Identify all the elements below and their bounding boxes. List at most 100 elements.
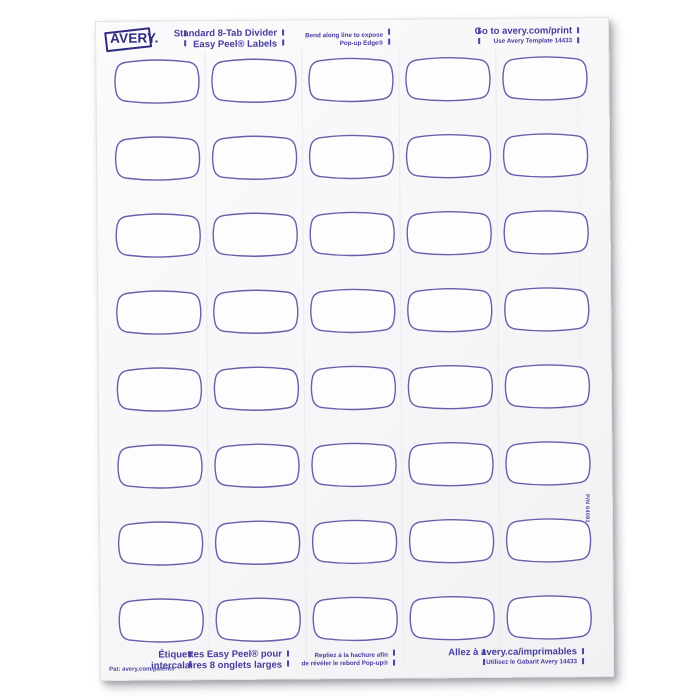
label-outline-shape [116, 290, 202, 335]
divider-label [213, 442, 300, 489]
label-outline-shape [211, 135, 298, 180]
label-outline-shape [311, 442, 397, 488]
header-bend-line1: Bend along line to expose [305, 31, 384, 40]
divider-label [310, 365, 397, 412]
footer-print-url-fr: Allez à avery.ca/imprimables Utilisez le… [448, 646, 578, 666]
label-outline-shape [213, 366, 300, 411]
divider-label [309, 211, 396, 258]
header-print-url: Go to avery.com/print Use Avery Template… [474, 25, 573, 45]
divider-label [115, 289, 202, 336]
footer-print-url-fr-line1: Allez à avery.ca/imprimables [448, 646, 578, 659]
divider-label [404, 56, 491, 103]
header-product-title-line2: Easy Peel® Labels [193, 38, 278, 50]
label-outline-shape [115, 213, 201, 258]
divider-label [116, 443, 203, 490]
avery-logo: AVERY. [104, 27, 177, 53]
divider-label [310, 442, 397, 489]
label-outline-shape [408, 442, 494, 487]
cut-mark-dash [388, 28, 391, 45]
divider-label [113, 58, 200, 105]
divider-label [406, 287, 493, 334]
label-outline-shape [405, 134, 492, 179]
label-sheet: AVERY. Standard 8-Tab Divider Easy Peel®… [95, 16, 615, 681]
label-outline-shape [211, 58, 297, 103]
cut-mark-dash [286, 650, 290, 667]
divider-label [503, 286, 590, 333]
patent-notice: Pat: avery.com/patents [109, 666, 175, 673]
divider-label [117, 520, 204, 567]
divider-label [309, 288, 396, 335]
label-outline-shape [407, 365, 494, 410]
divider-label [504, 363, 591, 410]
label-outline-shape [406, 211, 492, 256]
footer-template-number-fr: Utilisez le Gabarit Avery 14433 [486, 657, 578, 666]
divider-label [114, 135, 201, 182]
label-outline-shape [409, 596, 495, 641]
header-bend-instruction: Bend along line to expose Pop-up Edge® [305, 32, 383, 48]
divider-label [505, 517, 592, 564]
label-outline-shape [503, 210, 589, 255]
footer-bend-fr-line1: Repliez à la hachure afin [314, 651, 389, 660]
label-outline-shape [405, 57, 491, 102]
label-outline-shape [214, 520, 301, 565]
divider-label [308, 134, 395, 181]
label-outline-shape [312, 596, 398, 642]
label-outline-shape [114, 59, 200, 104]
divider-label [407, 441, 494, 488]
label-outline-shape [311, 519, 398, 565]
divider-label [311, 519, 398, 566]
footer-bend-instruction-fr: Repliez à la hachure afin de révéler le … [301, 652, 388, 668]
divider-label [504, 440, 591, 487]
divider-label [501, 55, 588, 102]
label-outline-shape [310, 288, 396, 334]
divider-label [212, 211, 299, 258]
label-grid [113, 55, 593, 644]
label-outline-shape [116, 367, 203, 412]
label-outline-shape [505, 441, 591, 486]
label-outline-shape [504, 364, 591, 409]
divider-label [506, 594, 593, 641]
label-outline-shape [506, 595, 592, 640]
divider-label [213, 365, 300, 412]
label-outline-shape [212, 212, 298, 257]
divider-label [118, 597, 205, 644]
label-outline-shape [308, 57, 394, 103]
part-number: P/N 64081 [583, 494, 590, 523]
divider-label [211, 134, 298, 181]
divider-label [409, 595, 496, 642]
cut-mark-dash [282, 29, 285, 46]
divider-label [405, 210, 492, 257]
divider-label [210, 57, 297, 104]
label-outline-shape [213, 289, 299, 334]
header-template-number: Use Avery Template 14433 [493, 36, 573, 45]
divider-label [307, 57, 394, 104]
label-outline-shape [117, 444, 203, 489]
cut-mark-dash [581, 648, 585, 665]
divider-label [214, 519, 301, 566]
divider-label [502, 132, 589, 179]
divider-label [405, 133, 492, 180]
cut-mark-dash [392, 649, 396, 666]
label-outline-shape [117, 521, 204, 566]
label-outline-shape [505, 518, 592, 563]
divider-label [502, 209, 589, 256]
divider-label [407, 364, 494, 411]
divider-label [115, 212, 202, 259]
divider-label [312, 596, 399, 643]
avery-logo-text: AVERY. [110, 30, 159, 46]
label-outline-shape [118, 598, 204, 643]
label-outline-shape [310, 365, 397, 411]
label-outline-shape [114, 136, 201, 181]
label-outline-shape [502, 133, 589, 178]
footer-bend-fr-line2: de révéler le rebord Pop-up® [301, 659, 389, 667]
header-product-title: Standard 8-Tab Divider Easy Peel® Labels [174, 28, 278, 51]
divider-label [116, 366, 203, 413]
header-print-url-line1: Go to avery.com/print [474, 25, 573, 38]
label-outline-shape [309, 211, 395, 257]
label-outline-shape [504, 287, 590, 332]
label-outline-shape [408, 519, 495, 564]
header-bend-line2: Pop-up Edge® [339, 39, 384, 47]
cut-mark-dash [577, 27, 580, 44]
divider-label [408, 518, 495, 565]
label-outline-shape [407, 288, 493, 333]
